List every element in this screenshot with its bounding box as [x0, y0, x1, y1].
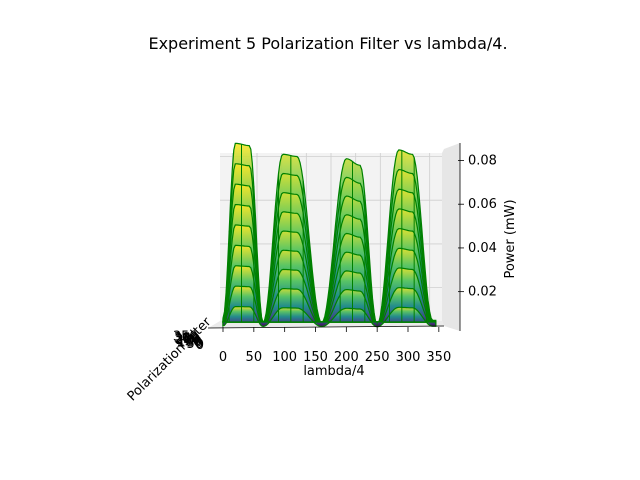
z-axis-label: Power (mW) [503, 199, 518, 278]
z-tick-label: 0.08 [468, 153, 497, 168]
x-tick-label: 300 [396, 350, 421, 365]
chart-title: Experiment 5 Polarization Filter vs lamb… [148, 34, 507, 53]
z-tick-label: 0.06 [468, 197, 497, 212]
x-tick-label: 100 [272, 350, 297, 365]
y-axis-label: Polarization Filter [125, 314, 215, 404]
y-tick-label: 300 [174, 331, 199, 346]
surface-layer-1 [222, 306, 437, 328]
y-tick-label: 0 [196, 338, 204, 353]
side-pane [442, 143, 460, 331]
z-axis: 0.02 0.04 0.06 0.08 [458, 143, 497, 331]
x-tick-label: 250 [365, 350, 390, 365]
x-tick-label: 50 [246, 350, 263, 365]
x-tick-label: 350 [426, 350, 451, 365]
z-tick-label: 0.04 [468, 241, 497, 256]
x-tick-label: 200 [334, 350, 359, 365]
y-tick-label: 200 [176, 333, 201, 348]
x-tick-label: 0 [219, 350, 227, 365]
x-axis-line [207, 325, 445, 329]
y-tick-label: 350 [173, 330, 198, 345]
y-tick-label: 150 [176, 334, 201, 349]
x-axis-label: lambda/4 [303, 364, 364, 379]
y-tick-label: 100 [177, 336, 202, 351]
x-tick-label: 150 [303, 350, 328, 365]
surface [222, 142, 437, 328]
z-tick-label: 0.02 [468, 285, 497, 300]
x-axis: 0 50 100 150 200 250 300 350 [207, 325, 451, 365]
y-tick-label: 50 [187, 337, 204, 352]
y-tick-label: 250 [175, 332, 200, 347]
